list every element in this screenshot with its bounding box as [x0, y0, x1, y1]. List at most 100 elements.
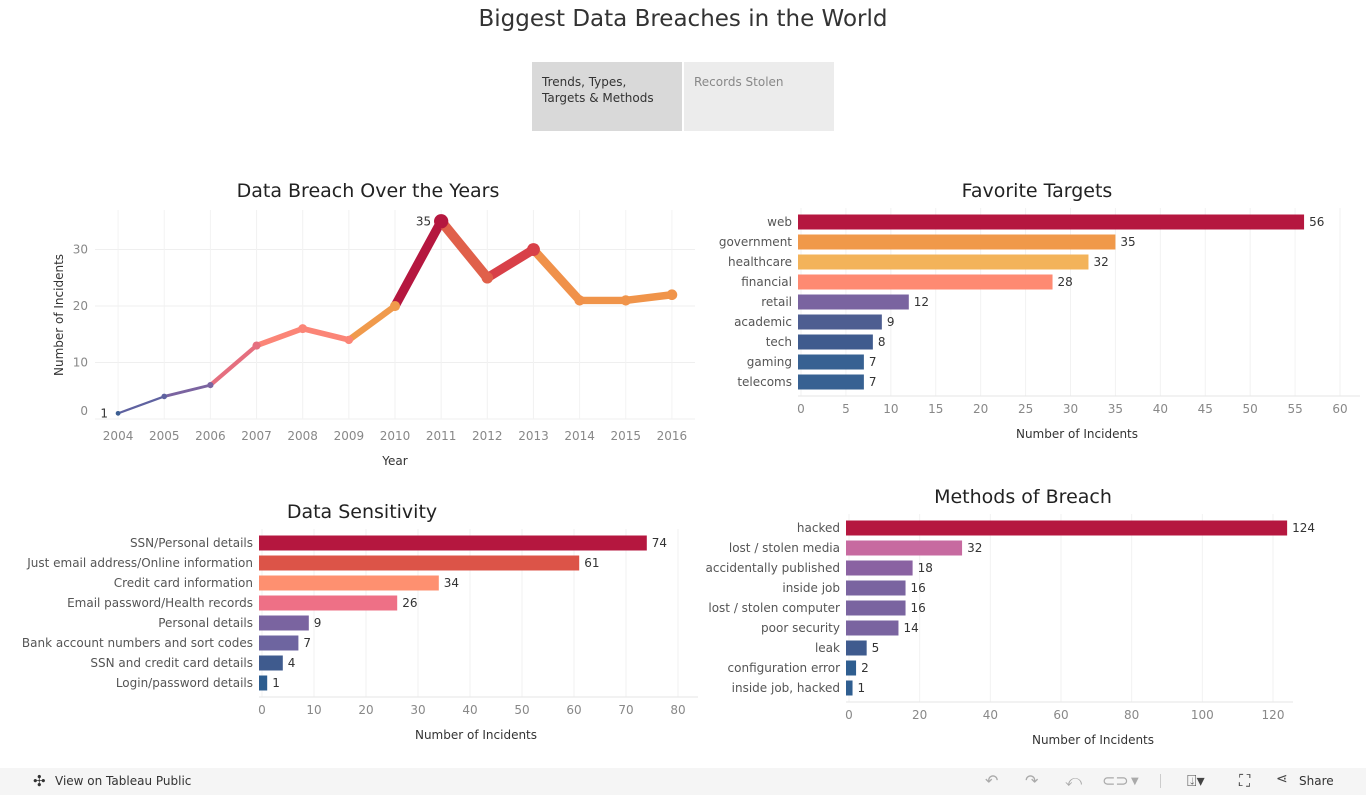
bar: [846, 600, 906, 616]
bar: [259, 635, 299, 651]
download-icon[interactable]: ⍗▾: [1187, 771, 1205, 790]
tab-records-stolen[interactable]: Records Stolen: [684, 62, 834, 131]
bar: [259, 655, 283, 671]
x-tick-label: 5: [842, 402, 850, 416]
x-tick-label: 120: [1262, 708, 1285, 722]
category-label: inside job, hacked: [732, 681, 840, 695]
line-segment: [390, 216, 446, 311]
bar-chart-methods: Methods of Breach 0 20 40 60 80 100 120 Number o…: [706, 486, 1316, 747]
line-segment: [208, 343, 259, 388]
x-tick-label: 2009: [334, 429, 365, 443]
data-point: [620, 295, 631, 306]
x-axis-title: Year: [381, 454, 407, 468]
bar: [846, 520, 1288, 536]
x-tick-label: 50: [514, 703, 529, 717]
x-tick-label: 2015: [610, 429, 641, 443]
x-tick-label: 30: [410, 703, 425, 717]
bar: [846, 560, 913, 576]
share-button[interactable]: Share: [1299, 774, 1334, 788]
x-tick-label: 2012: [472, 429, 503, 443]
x-tick-label: 10: [306, 703, 321, 717]
data-point: [344, 335, 354, 345]
bar: [846, 680, 853, 696]
x-tick-label: 2016: [657, 429, 688, 443]
line-segment: [253, 325, 306, 349]
undo-icon[interactable]: ↶: [985, 771, 999, 790]
x-tick-label: 60: [1053, 708, 1068, 722]
view-on-tableau-link[interactable]: View on Tableau Public: [55, 774, 192, 788]
x-tick-label: 2014: [564, 429, 595, 443]
bar: [798, 314, 882, 330]
x-tick-label: 70: [618, 703, 633, 717]
x-tick-label: 60: [566, 703, 581, 717]
value-label: 1: [858, 681, 866, 695]
data-point: [161, 393, 168, 400]
x-tick-label: 10: [883, 402, 898, 416]
category-label: SSN/Personal details: [130, 536, 253, 550]
category-label: SSN and credit card details: [90, 656, 253, 670]
y-tick-label: 30: [73, 243, 88, 257]
tab-trends[interactable]: Trends, Types, Targets & Methods: [532, 62, 682, 131]
redo-icon[interactable]: ↷: [1025, 771, 1039, 790]
value-label: 8: [878, 335, 886, 349]
bar: [798, 214, 1305, 230]
line-segment: [482, 244, 539, 283]
chart-title: Data Sensitivity: [287, 501, 437, 523]
y-tick-label: 0: [80, 404, 88, 418]
value-label: 32: [967, 541, 982, 555]
line-segment: [299, 325, 352, 343]
chart-title: Data Breach Over the Years: [237, 180, 500, 202]
x-tick-label: 20: [973, 402, 988, 416]
category-label: retail: [761, 295, 792, 309]
value-label: 32: [1093, 255, 1108, 269]
bar: [846, 660, 857, 676]
x-axis-title: Number of Incidents: [415, 728, 537, 742]
value-label: 16: [911, 581, 926, 595]
bar: [846, 640, 867, 656]
line-segment: [529, 245, 584, 305]
chevron-down-icon[interactable]: ▼: [1131, 776, 1139, 787]
x-tick-label: 80: [670, 703, 685, 717]
x-tick-label: 2008: [287, 429, 318, 443]
x-tick-label: 40: [462, 703, 477, 717]
y-axis-title: Number of Incidents: [52, 254, 66, 376]
value-label: 56: [1309, 215, 1324, 229]
y-tick-label: 10: [73, 356, 88, 370]
bar: [798, 294, 909, 310]
value-label: 7: [869, 355, 877, 369]
x-tick-label: 2005: [149, 429, 180, 443]
line-chart-years: Data Breach Over the Years 0 10 20 30 2004 200…: [52, 180, 695, 468]
bar: [846, 580, 906, 596]
category-label: healthcare: [728, 255, 792, 269]
category-label: inside job: [782, 581, 840, 595]
value-label: 7: [869, 375, 877, 389]
bar: [259, 595, 398, 611]
share-icon[interactable]: ⋖: [1276, 771, 1288, 787]
x-tick-label: 2004: [103, 429, 134, 443]
line-segment: [622, 290, 676, 305]
refresh-icon[interactable]: ⊂⊃: [1102, 771, 1129, 790]
value-label: 26: [402, 596, 417, 610]
x-tick-label: 2010: [380, 429, 411, 443]
value-label: 34: [444, 576, 459, 590]
value-label: 4: [288, 656, 296, 670]
value-label: 16: [911, 601, 926, 615]
data-point: [666, 289, 678, 301]
category-label: poor security: [761, 621, 840, 635]
x-tick-label: 0: [797, 402, 805, 416]
category-label: Bank account numbers and sort codes: [22, 636, 253, 650]
bar: [798, 234, 1116, 250]
value-label: 2: [861, 661, 869, 675]
bar: [846, 620, 899, 636]
value-label: 74: [652, 536, 667, 550]
data-point: [574, 295, 585, 306]
value-label: 12: [914, 295, 929, 309]
x-tick-label: 2011: [426, 429, 457, 443]
x-tick-label: 60: [1332, 402, 1347, 416]
x-tick-label: 40: [1153, 402, 1168, 416]
revert-icon[interactable]: ⤺: [1065, 771, 1083, 790]
bar: [798, 334, 873, 350]
category-label: Login/password details: [116, 676, 253, 690]
fullscreen-icon[interactable]: ⛶: [1239, 771, 1251, 790]
x-tick-label: 55: [1287, 402, 1302, 416]
